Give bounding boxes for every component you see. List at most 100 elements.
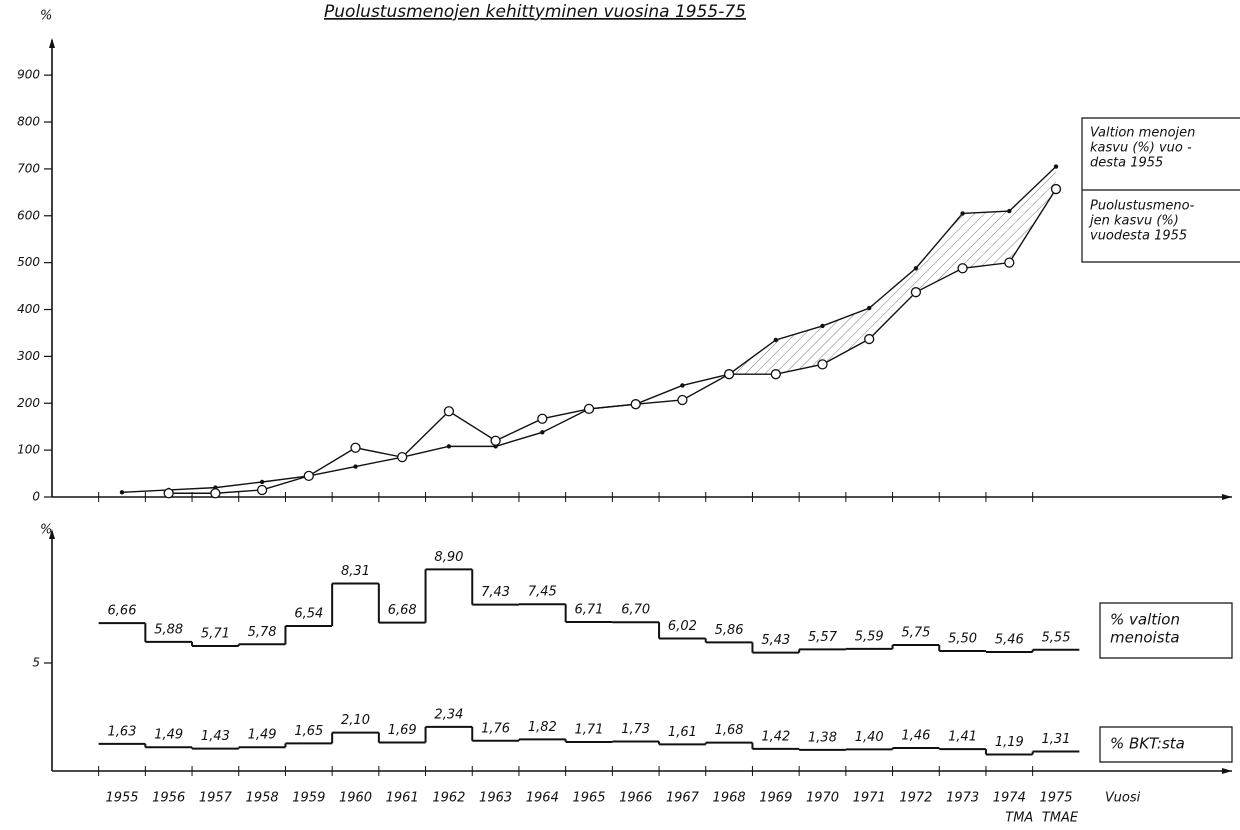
value-label: 1,46 [901,728,930,743]
point [210,488,221,499]
value-label: 2,10 [341,713,370,728]
value-label: 1,49 [248,728,277,743]
point [540,430,545,435]
value-label: 7,45 [528,585,557,600]
x-tick-label: 1971 [853,791,886,806]
legend-label: menoista [1110,629,1180,647]
legend-box [1081,117,1240,263]
point [537,413,548,424]
x-tick-label: 1963 [479,791,512,806]
x-tick-label: 1966 [619,791,652,806]
x-tick-label: 1968 [713,791,746,806]
value-label: 6,54 [294,607,323,622]
legend-label: jen kasvu (%) [1088,214,1179,229]
x-sublabel: TMAE [1042,811,1079,826]
x-tick-label: 1960 [339,791,372,806]
value-label: 6,02 [668,619,697,634]
x-tick-label: 1965 [572,791,605,806]
chart-title: Puolustusmenojen kehittyminen vuosina 19… [324,2,746,22]
legend-label: Valtion menojen [1090,126,1195,141]
value-label: 1,68 [715,723,744,738]
value-label: 1,76 [481,721,510,736]
point [490,435,501,446]
point [957,263,968,274]
value-label: 1,63 [108,724,137,739]
y-tick-label: 5 [32,656,40,670]
value-label: 1,43 [201,729,230,744]
x-tick-label: 1969 [759,791,792,806]
value-label: 5,50 [948,632,977,647]
point [1053,164,1059,169]
value-label: 1,71 [575,722,604,737]
value-label: 2,34 [434,707,463,722]
point [583,403,595,415]
x-axis-label: Vuosi [1105,791,1141,806]
value-label: 5,55 [1042,630,1071,645]
value-label: 1,19 [995,735,1024,750]
value-label: 5,86 [715,623,744,638]
value-label: 1,42 [761,729,790,744]
value-label: 6,71 [575,602,604,617]
point [163,488,174,499]
value-label: 5,46 [995,632,1024,647]
value-label: 1,73 [621,722,650,737]
point [1050,183,1062,195]
x-tick-label: 1964 [526,791,559,806]
point [864,333,875,345]
y-tick-label: 500 [17,255,40,269]
point [397,452,408,463]
point [867,305,872,311]
value-label: 1,40 [855,730,884,745]
value-label: 5,57 [808,630,838,645]
x-tick-label: 1959 [292,791,325,806]
y-tick-label: 600 [17,208,40,222]
axes [51,40,1232,498]
point [677,394,688,406]
x-tick-label: 1956 [152,791,185,806]
x-tick-label: 1973 [946,791,979,806]
point [817,359,828,370]
point [820,323,825,329]
y-axis-label: % [40,9,52,24]
gap-hatch [729,166,1056,375]
point [773,337,778,343]
point [1004,257,1015,268]
point [303,470,314,482]
point [446,444,452,449]
value-label: 5,88 [154,622,183,637]
x-tick-label: 1962 [432,791,465,806]
value-label: 5,43 [761,633,790,648]
value-label: 5,75 [901,626,930,641]
point [256,484,268,496]
point [770,369,781,380]
y-tick-label: 700 [17,161,40,175]
y-tick-label: 400 [17,302,40,316]
point [443,406,455,417]
x-tick-label: 1961 [386,791,419,806]
x-tick-label: 1970 [806,791,839,806]
point [1007,208,1012,214]
value-label: 1,38 [808,730,837,745]
x-tick-label: 1957 [199,791,233,806]
value-label: 1,49 [154,728,183,743]
value-label: 8,31 [341,564,370,579]
point [353,464,358,469]
x-sublabel: TMA [1005,811,1033,826]
point [960,211,965,216]
point [630,399,641,410]
value-label: 1,41 [948,730,977,745]
value-label: 8,90 [434,550,463,565]
y-tick-label: 200 [17,396,40,410]
legend-label: vuodesta 1955 [1090,229,1187,244]
y-tick-label: 900 [17,68,40,82]
value-label: 5,71 [201,626,230,641]
series-line [168,188,1057,494]
point [910,287,922,298]
x-tick-label: 1955 [105,791,138,806]
x-tick-label: 1958 [246,791,279,806]
legend-box [1099,602,1233,763]
value-label: 1,69 [388,723,417,738]
value-label: 7,43 [481,585,510,600]
value-label: 5,59 [855,629,884,644]
legend-label: Puolustusmeno- [1090,199,1195,214]
